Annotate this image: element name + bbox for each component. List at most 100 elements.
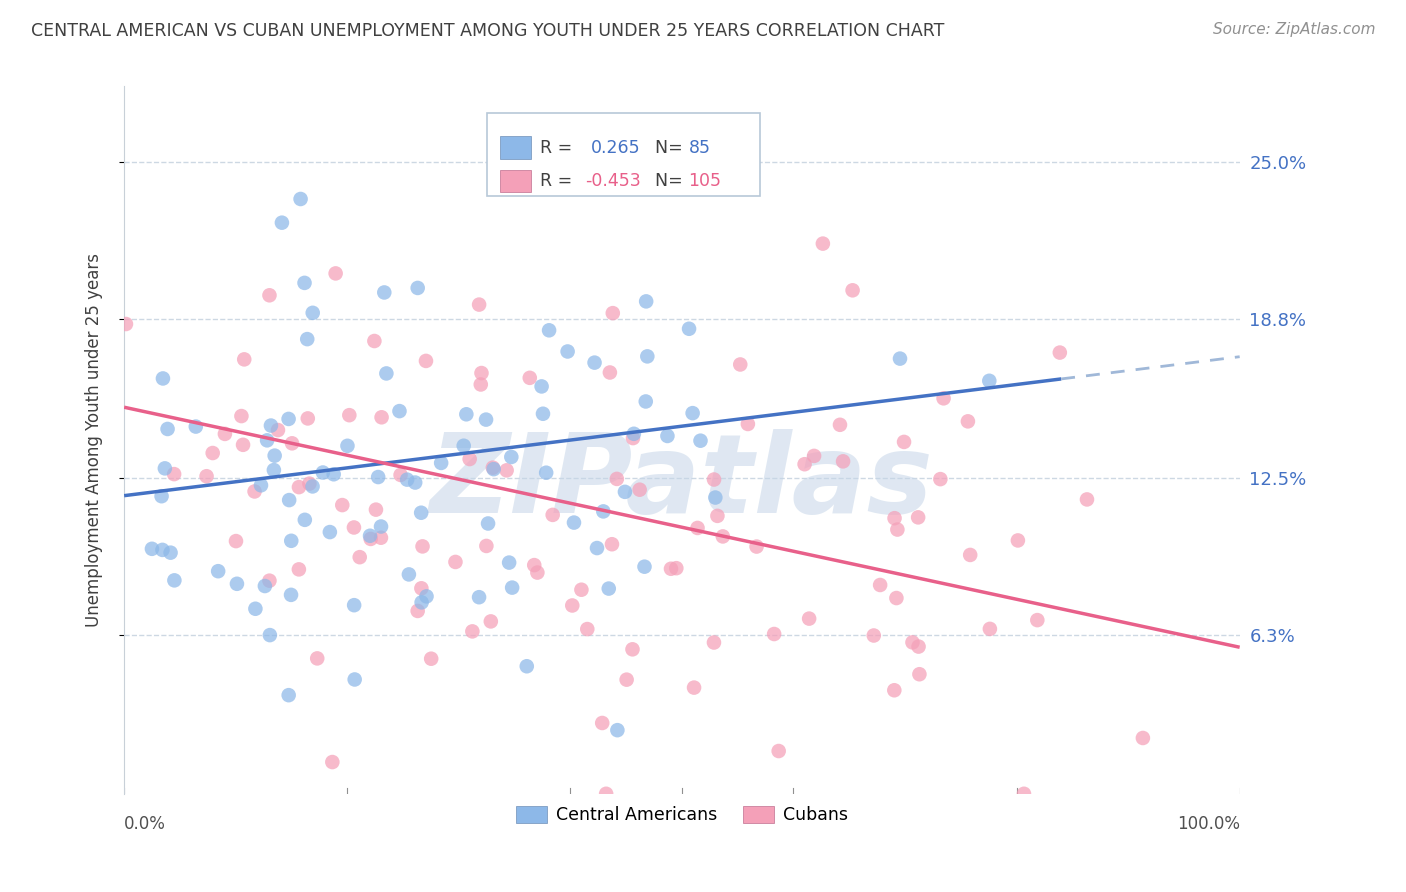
Point	[828, 417, 851, 432]
Point	[153, 461, 176, 475]
Point	[412, 540, 434, 554]
Point	[908, 667, 931, 681]
Point	[415, 590, 437, 604]
Point	[259, 288, 281, 302]
Point	[557, 344, 579, 359]
Point	[184, 419, 207, 434]
Point	[706, 508, 728, 523]
Point	[1049, 345, 1071, 359]
Point	[862, 628, 884, 642]
Point	[277, 412, 299, 426]
Point	[337, 408, 360, 422]
Point	[482, 462, 505, 476]
FancyBboxPatch shape	[501, 136, 531, 159]
Point	[245, 601, 267, 615]
Text: -0.453: -0.453	[585, 172, 641, 190]
Point	[616, 673, 638, 687]
Point	[468, 590, 491, 604]
Point	[156, 422, 179, 436]
Point	[263, 463, 285, 477]
Point	[267, 423, 290, 437]
Point	[259, 574, 281, 588]
Point	[613, 484, 636, 499]
Point	[201, 446, 224, 460]
Point	[475, 539, 498, 553]
Point	[280, 533, 302, 548]
Point	[526, 566, 548, 580]
Point	[979, 374, 1001, 388]
Point	[703, 473, 725, 487]
Point	[370, 519, 392, 533]
Point	[231, 409, 253, 423]
Point	[479, 615, 502, 629]
Point	[470, 377, 492, 392]
Point	[636, 350, 658, 364]
Point	[621, 642, 644, 657]
Point	[634, 394, 657, 409]
Point	[592, 504, 614, 518]
Point	[932, 392, 955, 406]
Point	[458, 452, 481, 467]
Point	[225, 534, 247, 549]
Point	[595, 787, 617, 801]
Point	[370, 531, 392, 545]
Point	[628, 483, 651, 497]
Point	[325, 267, 347, 281]
Point	[901, 635, 924, 649]
Point	[633, 559, 655, 574]
Point	[929, 472, 952, 486]
Point	[250, 478, 273, 492]
Point	[606, 472, 628, 486]
Point	[598, 582, 620, 596]
Point	[411, 582, 433, 596]
Point	[152, 371, 174, 385]
Point	[883, 511, 905, 525]
Point	[288, 480, 311, 494]
Text: R =: R =	[540, 172, 578, 190]
Text: 85: 85	[689, 138, 710, 157]
Point	[686, 521, 709, 535]
Point	[263, 449, 285, 463]
Point	[530, 379, 553, 393]
Point	[406, 604, 429, 618]
Point	[281, 436, 304, 450]
Point	[657, 429, 679, 443]
Point	[583, 356, 606, 370]
FancyBboxPatch shape	[501, 169, 531, 193]
Point	[659, 562, 682, 576]
Point	[141, 541, 163, 556]
Point	[277, 688, 299, 702]
Point	[523, 558, 546, 573]
Text: 0.0%: 0.0%	[124, 815, 166, 833]
Point	[115, 317, 138, 331]
Point	[415, 354, 437, 368]
Point	[538, 323, 561, 337]
Point	[373, 285, 395, 300]
Point	[389, 467, 412, 482]
Point	[883, 683, 905, 698]
Point	[482, 460, 505, 475]
Point	[841, 283, 863, 297]
Point	[312, 466, 335, 480]
Point	[711, 529, 734, 543]
Point	[907, 510, 929, 524]
Text: R =: R =	[540, 138, 583, 157]
Point	[294, 276, 316, 290]
Point	[561, 599, 583, 613]
Point	[278, 493, 301, 508]
Point	[411, 506, 433, 520]
Point	[398, 567, 420, 582]
Text: ZIPatlas: ZIPatlas	[430, 429, 934, 536]
Point	[411, 595, 433, 609]
Point	[495, 463, 517, 477]
Point	[1026, 613, 1049, 627]
Point	[737, 417, 759, 431]
Point	[591, 716, 613, 731]
Point	[319, 524, 342, 539]
Point	[294, 513, 316, 527]
Point	[682, 406, 704, 420]
Point	[606, 723, 628, 738]
Point	[1076, 492, 1098, 507]
Point	[336, 439, 359, 453]
Point	[430, 456, 453, 470]
